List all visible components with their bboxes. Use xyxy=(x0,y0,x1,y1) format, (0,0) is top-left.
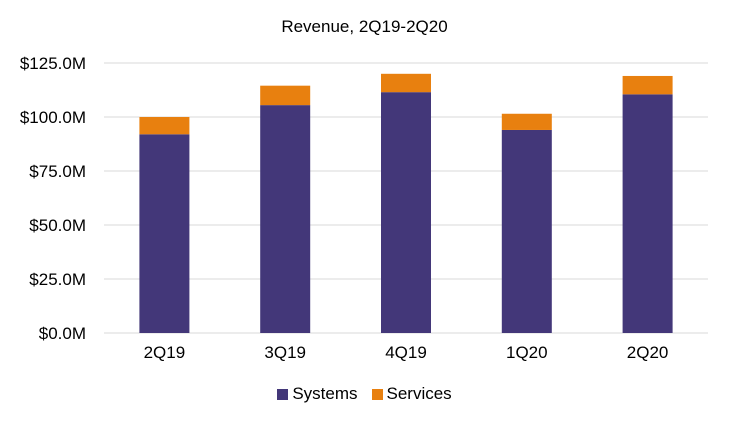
legend-label-services: Services xyxy=(386,384,452,403)
legend-swatch-systems xyxy=(277,388,289,400)
x-tick-label: 4Q19 xyxy=(385,343,427,362)
chart-legend: Systems Services xyxy=(0,384,729,404)
y-tick-label: $75.0M xyxy=(29,162,86,181)
bar-services-2q20 xyxy=(622,75,673,95)
y-tick-label: $100.0M xyxy=(20,108,86,127)
x-tick-label: 2Q19 xyxy=(144,343,186,362)
legend-label-systems: Systems xyxy=(292,384,358,403)
bar-systems-1q20 xyxy=(501,129,552,333)
bar-services-4q19 xyxy=(381,73,431,93)
y-tick-label: $25.0M xyxy=(29,270,86,289)
bar-services-3q19 xyxy=(260,85,311,106)
legend-item-systems: Systems xyxy=(277,384,358,404)
x-tick-label: 1Q20 xyxy=(506,343,548,362)
x-tick-label: 3Q19 xyxy=(264,343,306,362)
y-tick-label: $125.0M xyxy=(20,54,86,73)
chart-title: Revenue, 2Q19-2Q20 xyxy=(281,17,448,36)
bar-services-1q20 xyxy=(501,113,552,130)
y-tick-label: $50.0M xyxy=(29,216,86,235)
bar-systems-3q19 xyxy=(260,105,311,334)
bar-services-2q19 xyxy=(139,117,190,135)
bar-systems-4q19 xyxy=(381,92,431,333)
bar-systems-2q19 xyxy=(139,134,190,333)
x-tick-label: 2Q20 xyxy=(627,343,669,362)
legend-item-services: Services xyxy=(371,384,452,404)
bar-systems-2q20 xyxy=(622,94,673,333)
y-tick-label: $0.0M xyxy=(39,324,86,343)
legend-swatch-services xyxy=(371,388,383,400)
